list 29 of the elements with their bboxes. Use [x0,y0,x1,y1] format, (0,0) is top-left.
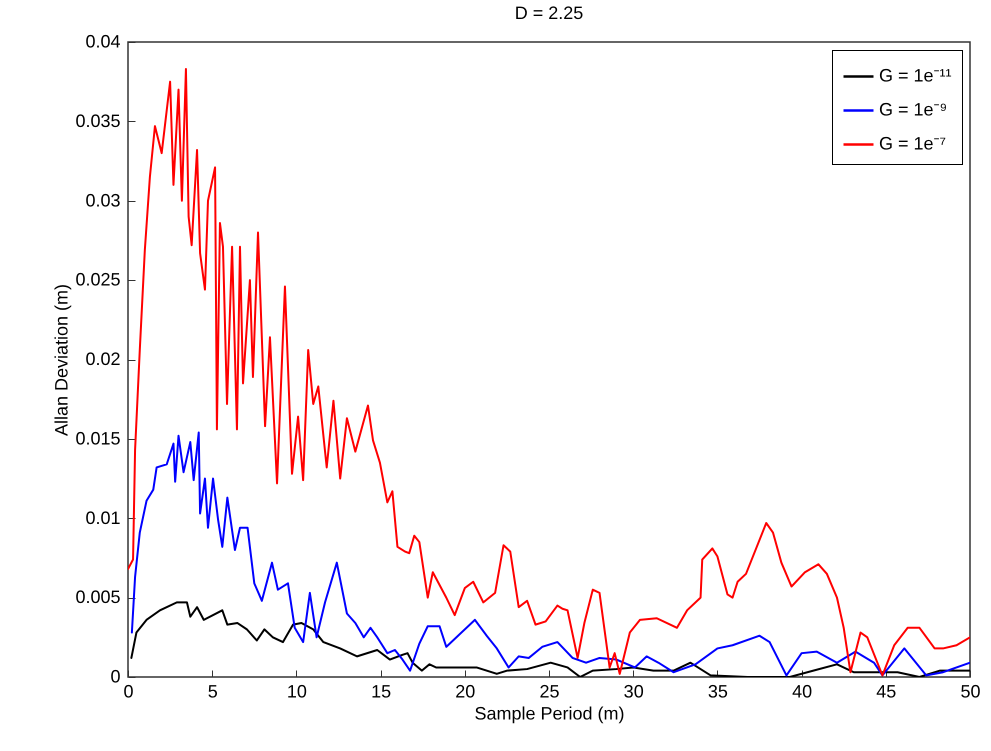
chart-title: D = 2.25 [514,3,584,23]
legend-label: G = 1e⁻¹¹ [879,66,952,86]
x-tick-label: 50 [960,682,981,702]
x-tick-label: 20 [455,682,476,702]
y-axis-title: Allan Deviation (m) [51,284,72,436]
x-tick-label: 5 [208,682,218,702]
x-tick-label: 0 [123,682,134,702]
line-series [130,432,970,676]
x-tick-label: 10 [286,682,307,702]
x-tick-label: 35 [708,682,728,702]
y-tick-label: 0.005 [75,587,120,608]
x-axis-title: Sample Period (m) [474,704,625,724]
x-tick-label: 45 [876,682,896,702]
y-tick-label: 0.025 [75,270,120,290]
line-series [130,601,970,677]
y-tick-label: 0.015 [75,428,120,448]
y-tick-label: 0.01 [85,508,120,528]
legend-label: G = 1e⁻⁹ [879,100,948,120]
x-tick-label: 30 [624,682,644,702]
y-tick-label: 0.03 [85,190,120,210]
y-tick-label: 0.02 [85,349,120,369]
x-tick-label: 40 [792,682,812,702]
x-tick-label: 25 [539,682,560,702]
y-tick-label: 0.04 [85,32,120,52]
x-tick-label: 15 [371,682,392,702]
y-tick-label: 0 [110,666,120,686]
line-series [128,68,970,676]
y-tick-label: 0.035 [75,110,120,131]
legend-label: G = 1e⁻⁷ [879,134,946,154]
